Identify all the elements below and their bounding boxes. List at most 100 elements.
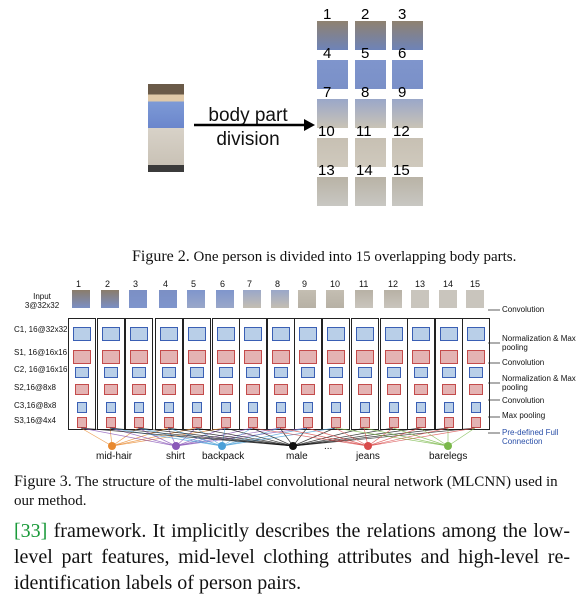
- pool-map: [416, 417, 426, 428]
- conv-map: [164, 402, 174, 413]
- connection-line: [251, 427, 294, 447]
- part-number: 12: [393, 123, 410, 140]
- connection-line: [137, 427, 223, 447]
- input-part-thumbnail: [72, 290, 90, 308]
- input-part-thumbnail: [159, 290, 177, 308]
- body-part-image: [355, 138, 386, 167]
- figure-3-label: Figure 3.: [14, 473, 72, 490]
- attribute-node: [172, 442, 180, 450]
- network-column: [322, 318, 350, 430]
- attribute-connections: [80, 309, 500, 450]
- connection-line: [221, 427, 308, 447]
- input-part-thumbnail: [355, 290, 373, 308]
- division-line-1: body part: [208, 105, 288, 126]
- input-part-thumbnail: [271, 290, 289, 308]
- connection-line: [224, 427, 294, 447]
- conv-map: [274, 367, 288, 378]
- attribute-label: jeans: [356, 451, 380, 462]
- attribute-node: [218, 442, 226, 450]
- input-part-thumbnail: [298, 290, 316, 308]
- connection-line: [195, 427, 294, 447]
- connection-line: [137, 427, 294, 447]
- body-part-image: [392, 21, 423, 50]
- pool-map: [221, 417, 231, 428]
- body-part-image: [355, 21, 386, 50]
- network-column: [435, 318, 463, 430]
- network-column: [294, 318, 322, 430]
- layer-label: S2,16@8x8: [14, 383, 56, 392]
- connection-line: [363, 427, 449, 447]
- pool-map: [192, 417, 202, 428]
- input-part-thumbnail: [101, 290, 119, 308]
- conv-map: [130, 327, 148, 341]
- pool-map: [356, 350, 374, 364]
- citation-link[interactable]: [33]: [14, 520, 48, 542]
- part-number: 1: [323, 6, 332, 23]
- division-line-2: division: [216, 129, 280, 150]
- conv-map: [467, 327, 485, 341]
- pool-map: [246, 384, 260, 395]
- pool-map: [329, 384, 343, 395]
- part-number: 5: [361, 45, 370, 62]
- connection-line: [111, 427, 139, 447]
- pool-map: [248, 417, 258, 428]
- pool-map: [440, 350, 458, 364]
- column-number: 15: [470, 279, 481, 289]
- network-column: [267, 318, 295, 430]
- pool-map: [301, 384, 315, 395]
- input-label: Input 3@32x32: [22, 292, 62, 310]
- part-number: 3: [398, 6, 407, 23]
- part-number: 8: [361, 84, 370, 101]
- column-number: 10: [330, 279, 341, 289]
- conv-map: [442, 367, 456, 378]
- conv-map: [132, 367, 146, 378]
- body-part-image: [317, 177, 348, 206]
- conv-map: [134, 402, 144, 413]
- pool-map: [160, 350, 178, 364]
- connection-line: [109, 427, 177, 447]
- column-number: 4: [163, 279, 169, 289]
- conv-map: [331, 402, 341, 413]
- body-part-image: [355, 99, 386, 128]
- conv-map: [327, 327, 345, 341]
- column-number: 7: [247, 279, 253, 289]
- pool-map: [467, 350, 485, 364]
- figure-3-text: The structure of the multi-label convolu…: [14, 474, 558, 509]
- conv-map: [469, 367, 483, 378]
- body-part-image: [317, 99, 348, 128]
- attribute-node: [108, 442, 116, 450]
- conv-map: [385, 327, 403, 341]
- pool-map: [190, 384, 204, 395]
- conv-map: [416, 402, 426, 413]
- pool-map: [106, 417, 116, 428]
- column-number: 9: [302, 279, 308, 289]
- network-column: [407, 318, 435, 430]
- conv-map: [104, 367, 118, 378]
- connection-line: [306, 427, 369, 447]
- pool-map: [412, 350, 430, 364]
- connection-line: [167, 427, 294, 447]
- connection-line: [334, 427, 369, 447]
- conv-map: [440, 327, 458, 341]
- conv-map: [303, 402, 313, 413]
- part-number: 4: [323, 45, 332, 62]
- conv-map: [190, 367, 204, 378]
- figure-2-label: Figure 2.: [132, 248, 190, 265]
- pool-map: [134, 417, 144, 428]
- network-column: [97, 318, 125, 430]
- pool-map: [414, 384, 428, 395]
- pool-map: [471, 417, 481, 428]
- pool-map: [188, 350, 206, 364]
- input-part-thumbnail: [326, 290, 344, 308]
- conv-map: [246, 367, 260, 378]
- conv-map: [73, 327, 91, 341]
- conv-map: [389, 402, 399, 413]
- connection-line: [279, 427, 369, 447]
- pool-map: [132, 384, 146, 395]
- connection-line: [109, 427, 294, 447]
- body-part-image: [355, 177, 386, 206]
- input-part-thumbnail: [187, 290, 205, 308]
- pool-map: [358, 384, 372, 395]
- connection-line: [111, 427, 226, 447]
- pool-map: [389, 417, 399, 428]
